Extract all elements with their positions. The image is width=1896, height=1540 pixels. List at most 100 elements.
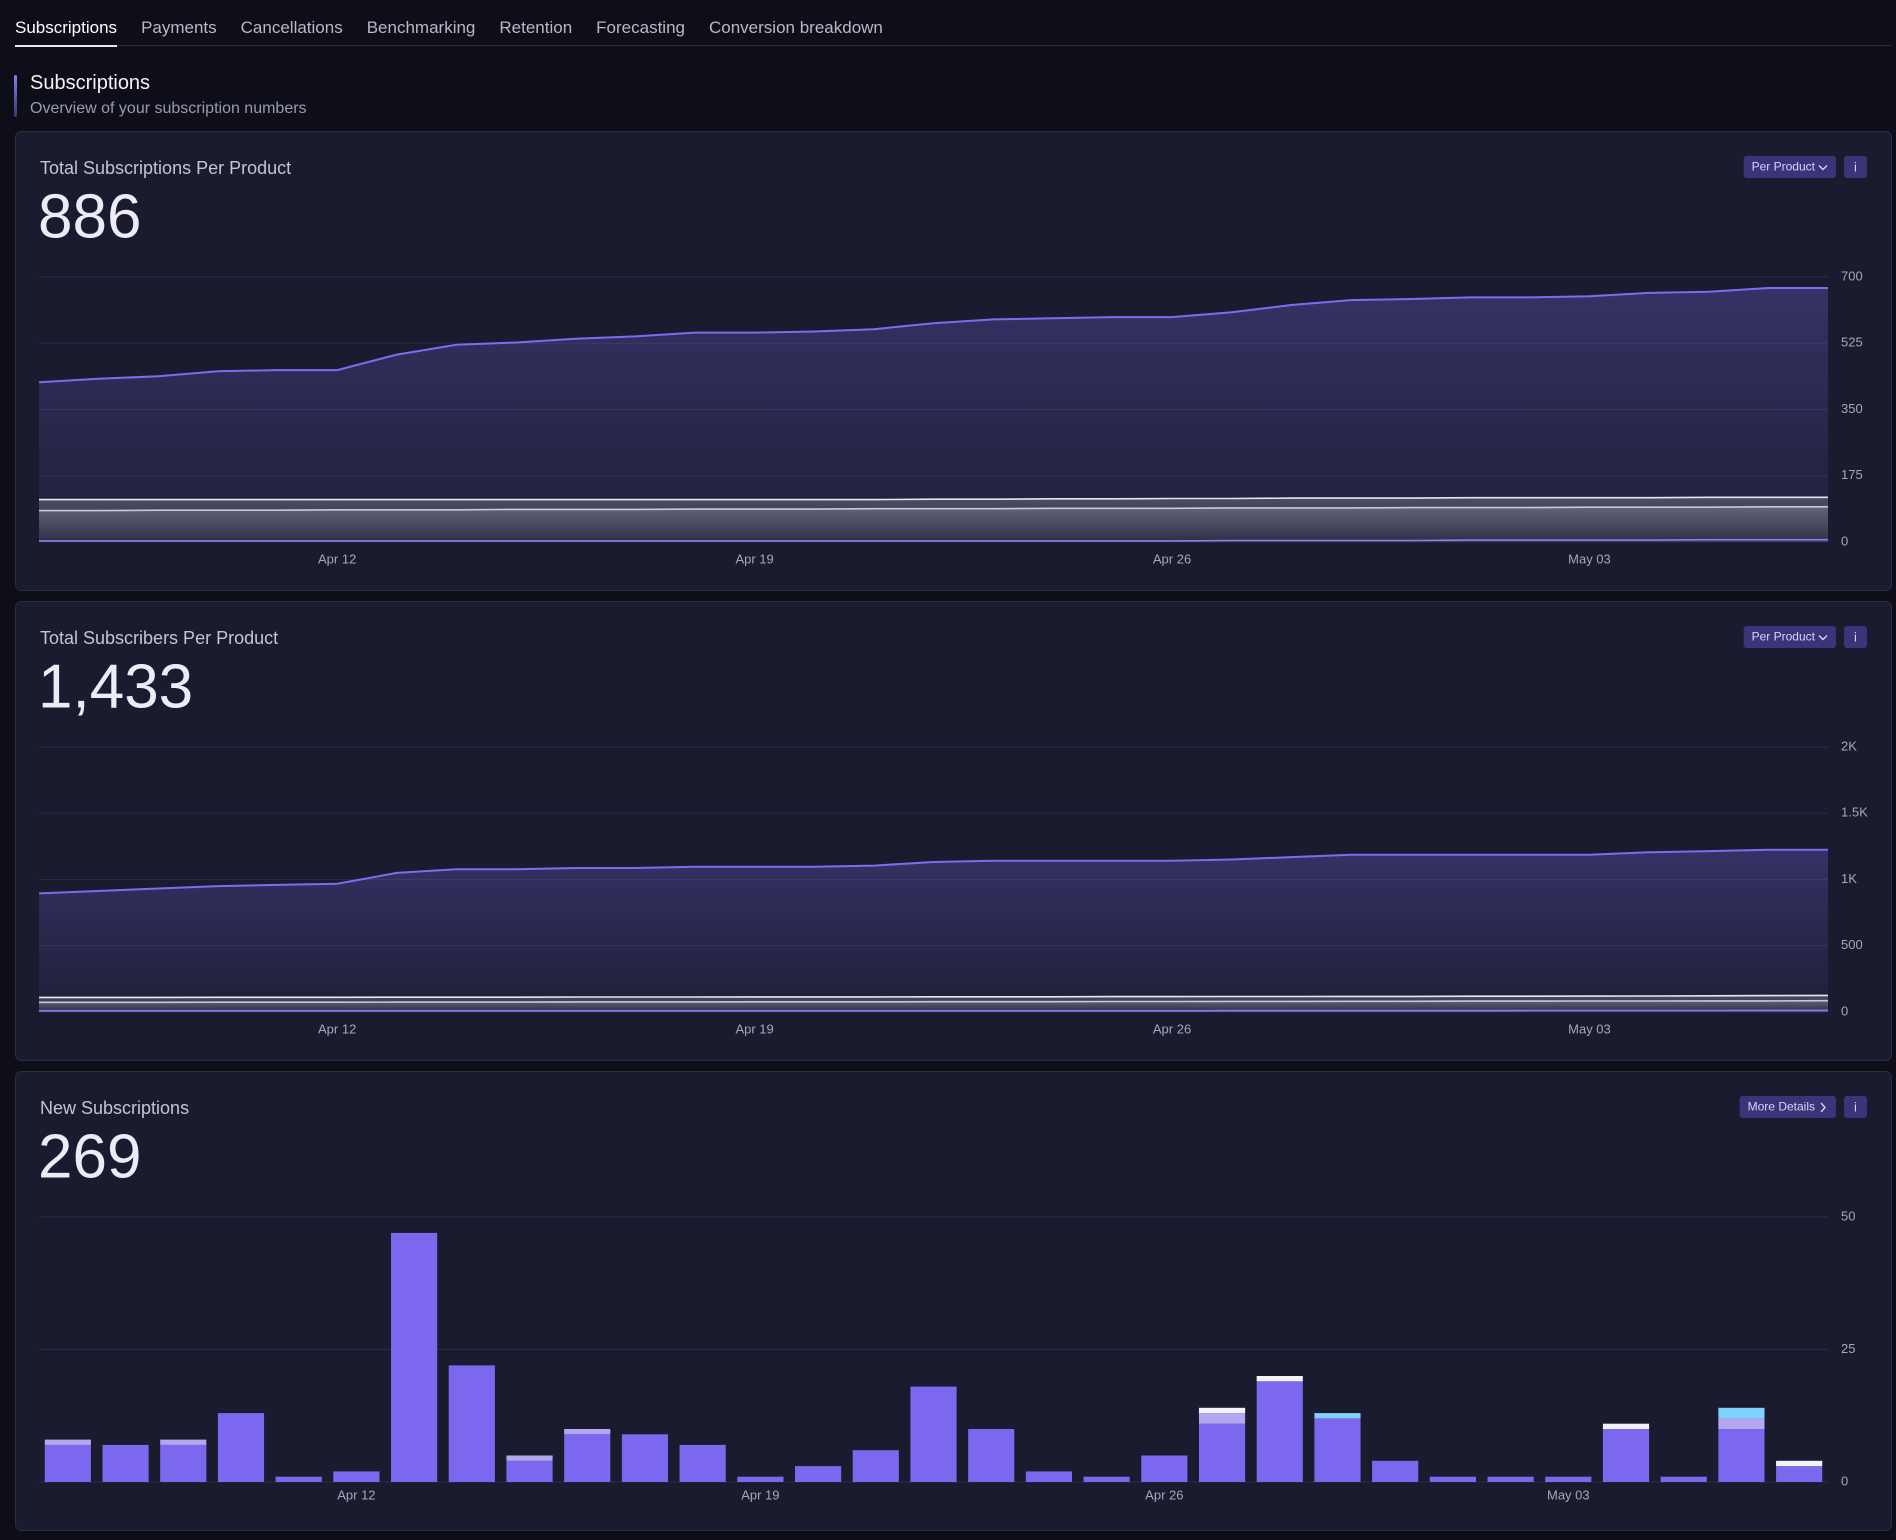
bar-segment	[1776, 1466, 1823, 1482]
total-value: 1,433	[38, 652, 193, 721]
y-tick-label: 500	[1841, 937, 1863, 952]
bar-segment	[1198, 1407, 1246, 1414]
y-tick-label: 1.5K	[1841, 805, 1868, 820]
bar-segment	[44, 1439, 91, 1445]
bar-segment	[1314, 1413, 1361, 1419]
bar-segment	[968, 1429, 1015, 1482]
section-accent	[14, 75, 17, 117]
bar-segment	[333, 1471, 380, 1482]
y-tick-label: 0	[1841, 1473, 1848, 1488]
bar-segment	[1487, 1476, 1534, 1482]
tab-bar: Subscriptions Payments Cancellations Benchm…	[15, 0, 1892, 47]
info-button[interactable]	[1844, 626, 1867, 648]
series-line	[38, 848, 1828, 895]
x-tick-label: Apr 26	[1153, 551, 1191, 566]
tab[interactable]: Conversion breakdown	[709, 18, 883, 37]
series-line	[38, 287, 1828, 384]
bar-segment	[44, 1444, 91, 1482]
x-tick-label: Apr 19	[741, 1487, 779, 1502]
button[interactable]	[1743, 626, 1836, 648]
tab[interactable]: Forecasting	[596, 18, 685, 37]
y-tick-label: 350	[1841, 401, 1863, 416]
total-value: 886	[38, 182, 141, 251]
bar-segment	[1141, 1455, 1188, 1482]
bar-segment	[1776, 1460, 1823, 1467]
bar-segment	[1256, 1381, 1303, 1482]
button-label[interactable]: More Details	[1748, 1100, 1815, 1114]
series-line	[39, 999, 1829, 1004]
y-tick-label: 25	[1841, 1341, 1855, 1356]
info-label[interactable]: i	[1854, 629, 1857, 644]
series-line	[39, 538, 1828, 542]
x-tick-label: May 03	[1547, 1487, 1590, 1502]
x-tick-label: Apr 26	[1153, 1021, 1191, 1036]
info-button[interactable]	[1844, 156, 1867, 178]
button[interactable]	[1743, 156, 1836, 178]
series-area	[39, 506, 1828, 542]
chevron-icon[interactable]	[1818, 165, 1828, 171]
bar-segment	[737, 1476, 784, 1482]
y-tick-label: 700	[1841, 268, 1863, 283]
bar-segment	[448, 1365, 495, 1482]
button-label[interactable]: Per Product	[1752, 630, 1816, 644]
y-tick-label: 525	[1841, 335, 1863, 350]
bar-segment	[102, 1444, 149, 1482]
tab[interactable]: Benchmarking	[366, 18, 476, 37]
bar-segment	[1083, 1476, 1130, 1482]
x-tick-label: Apr 26	[1145, 1487, 1183, 1502]
tab[interactable]: Subscriptions	[15, 0, 118, 47]
total-value: 269	[38, 1122, 141, 1191]
bar-segment	[564, 1429, 611, 1435]
bar-segment	[564, 1434, 611, 1482]
bar-segment	[217, 1413, 265, 1482]
bar-segment	[1602, 1423, 1650, 1429]
bar-segment	[160, 1444, 207, 1482]
card-title: Total Subscribers Per Product	[40, 628, 278, 648]
x-tick-label: Apr 12	[337, 1487, 375, 1502]
section-title: Subscriptions	[30, 72, 151, 94]
chevron-icon[interactable]	[1820, 1102, 1826, 1113]
info-label[interactable]: i	[1854, 159, 1857, 174]
y-tick-label: 175	[1841, 467, 1863, 482]
y-tick-label: 2K	[1841, 738, 1857, 753]
bar-segment	[1429, 1476, 1476, 1482]
info-button[interactable]	[1844, 1096, 1867, 1118]
bar-segment	[1718, 1418, 1765, 1429]
x-tick-label: May 03	[1568, 551, 1611, 566]
bar-segment	[910, 1386, 957, 1482]
series-line	[39, 506, 1828, 512]
bar-segment	[1718, 1429, 1765, 1482]
x-tick-label: Apr 12	[318, 551, 356, 566]
series-area	[39, 849, 1828, 1012]
bar-segment	[1198, 1413, 1246, 1424]
chart-card: New Subscriptions 269 More Details i 0 25 50 Ap…	[15, 1071, 1892, 1531]
bar-segment	[506, 1455, 553, 1461]
chevron-icon[interactable]	[1818, 635, 1828, 641]
bar-segment	[1198, 1423, 1246, 1482]
y-tick-label: 0	[1841, 1003, 1848, 1018]
series-line	[39, 994, 1829, 999]
tab[interactable]: Retention	[499, 18, 573, 37]
card-title: Total Subscriptions Per Product	[40, 158, 291, 178]
bar-segment	[794, 1466, 842, 1482]
series-area	[39, 288, 1828, 542]
y-tick-label: 0	[1841, 533, 1848, 548]
bar-segment	[679, 1444, 726, 1482]
button-label[interactable]: Per Product	[1752, 160, 1816, 174]
bar-segment	[1372, 1460, 1419, 1482]
x-tick-label: Apr 19	[735, 551, 773, 566]
x-tick-label: Apr 12	[318, 1021, 356, 1036]
card-title: New Subscriptions	[40, 1098, 189, 1118]
x-tick-label: May 03	[1568, 1021, 1611, 1036]
bar-segment	[1025, 1471, 1073, 1482]
bar-segment	[391, 1232, 438, 1482]
tab[interactable]: Cancellations	[240, 18, 343, 37]
bar-segment	[506, 1460, 553, 1482]
info-label[interactable]: i	[1854, 1099, 1857, 1114]
series-area	[39, 1000, 1828, 1012]
bar-segment	[1602, 1429, 1650, 1482]
y-tick-label: 50	[1841, 1208, 1855, 1223]
button[interactable]	[1739, 1096, 1836, 1118]
tab[interactable]: Payments	[141, 18, 217, 37]
